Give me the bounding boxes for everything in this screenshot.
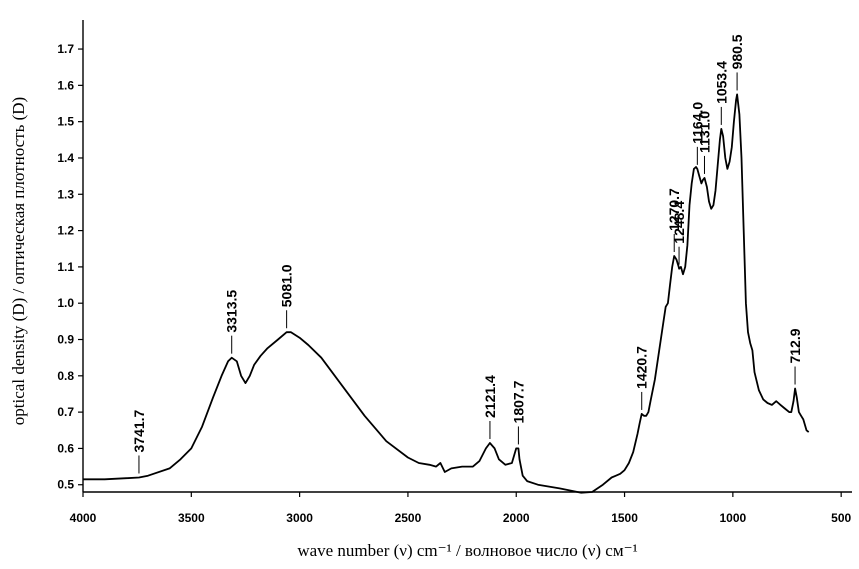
peak-label: 1053.4 (713, 61, 729, 104)
peak-label: 1164.0 (689, 102, 705, 144)
peak-label: 712.9 (787, 328, 803, 363)
y-tick-label: 0.6 (57, 441, 74, 455)
x-tick-label: 3000 (286, 511, 313, 525)
peak-label: 1420.7 (634, 346, 650, 389)
y-tick-label: 1.0 (57, 296, 74, 310)
spectrum-line (83, 93, 810, 494)
x-tick-label: 2500 (395, 511, 422, 525)
y-tick-label: 0.9 (57, 333, 74, 347)
y-tick-label: 0.7 (57, 405, 74, 419)
y-tick-label: 1.3 (57, 187, 74, 201)
y-tick-label: 1.6 (57, 78, 74, 92)
y-tick-label: 1.2 (57, 224, 74, 238)
y-tick-label: 0.8 (57, 369, 74, 383)
x-tick-label: 1000 (720, 511, 747, 525)
x-tick-label: 4000 (70, 511, 97, 525)
x-tick-label: 500 (831, 511, 851, 525)
y-tick-label: 0.5 (57, 478, 74, 492)
peak-label: 3313.5 (224, 290, 240, 333)
peak-label: 5081.0 (279, 264, 295, 307)
x-tick-label: 2000 (503, 511, 530, 525)
peak-label: 1131.0 (696, 111, 712, 153)
y-tick-label: 1.7 (57, 42, 74, 56)
x-axis-title: wave number (ν) cm⁻¹ / волновое число (ν… (297, 541, 637, 560)
peak-label: 1807.7 (510, 380, 526, 423)
y-axis-title: optical density (D) / оптическая плотнос… (9, 97, 28, 425)
peak-label: 1248.4 (671, 201, 687, 244)
peak-label: 980.5 (729, 34, 745, 69)
peak-label: 2121.4 (482, 375, 498, 418)
peak-label: 1270.7 (666, 188, 682, 231)
y-tick-label: 1.5 (57, 115, 74, 129)
x-tick-label: 3500 (178, 511, 205, 525)
peak-label: 3741.7 (131, 409, 147, 452)
x-tick-label: 1500 (611, 511, 638, 525)
y-tick-label: 1.4 (57, 151, 74, 165)
y-tick-label: 1.1 (57, 260, 74, 274)
